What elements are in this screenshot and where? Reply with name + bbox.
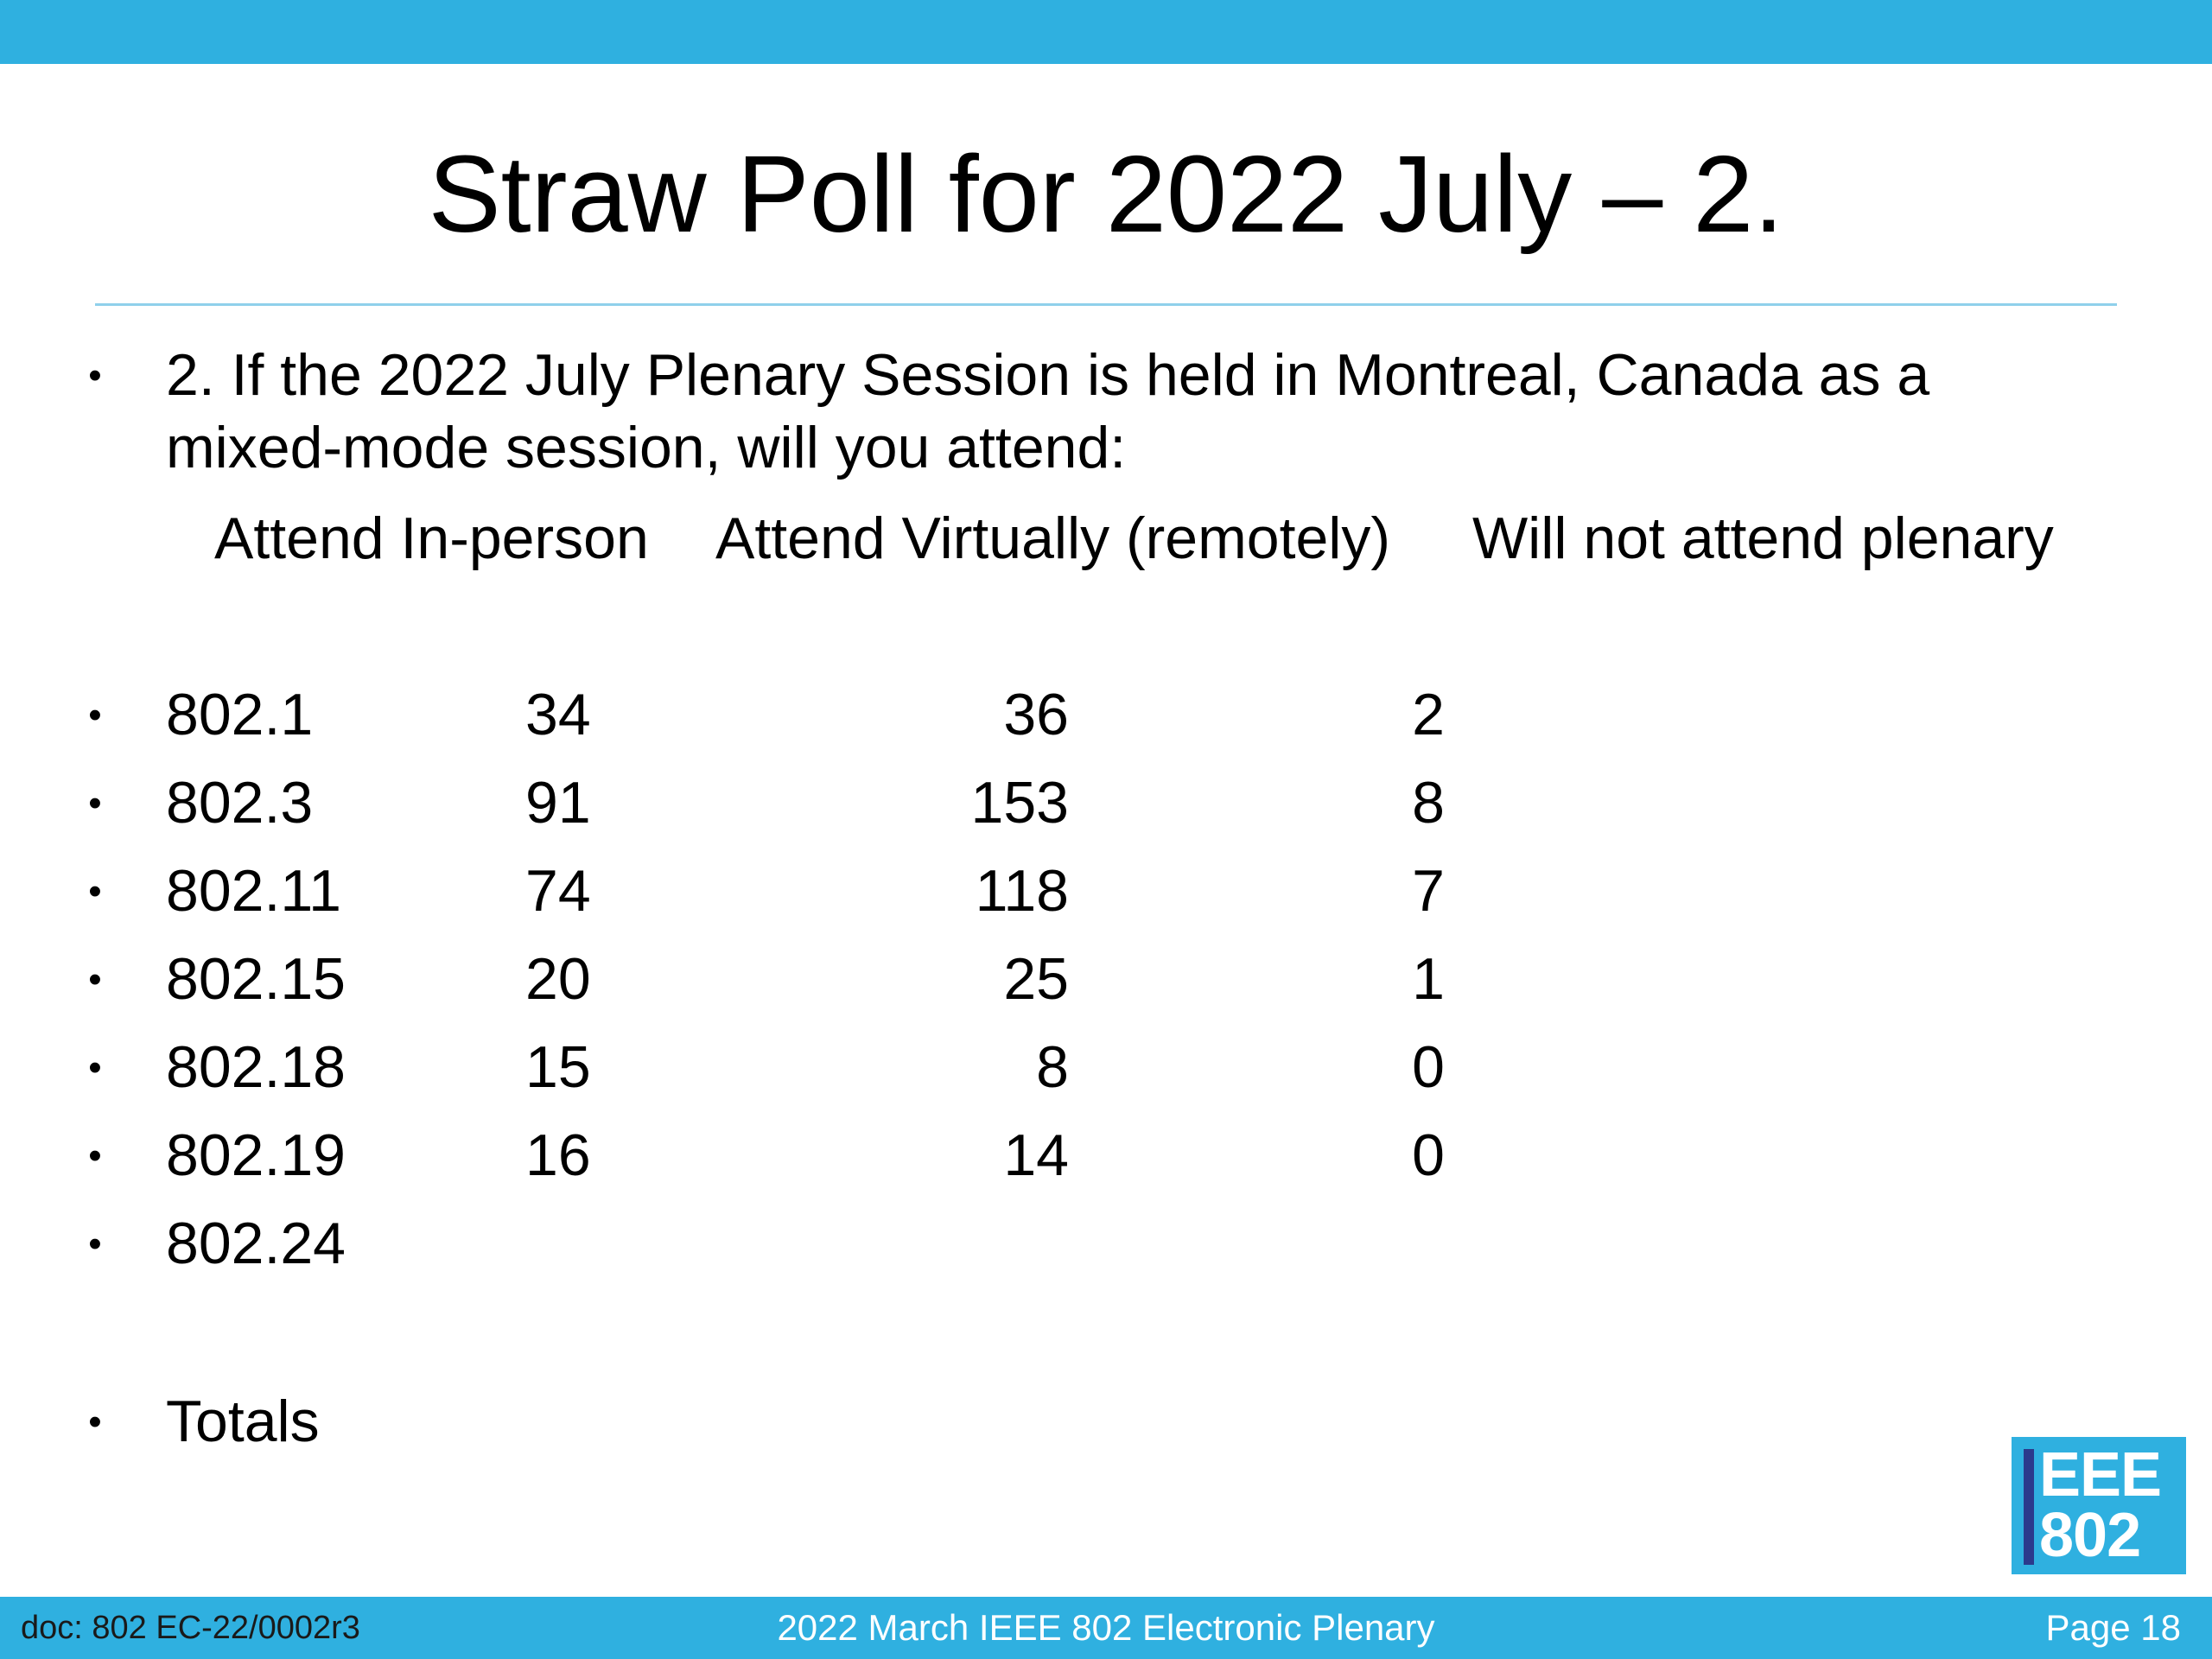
table-row: • 802.24 [0, 1205, 2212, 1282]
table-row: • 802.18 15 8 0 [0, 1028, 2212, 1106]
row-label: 802.11 [166, 858, 341, 924]
totals-label: Totals [166, 1389, 320, 1454]
table-row: • 802.19 16 14 0 [0, 1116, 2212, 1194]
row-not-attend: 8 [1412, 770, 1445, 836]
row-virtual: 8 [1036, 1034, 1069, 1100]
row-in-person: 16 [525, 1122, 591, 1188]
logo-text-line-1: EEE [2039, 1440, 2162, 1510]
row-virtual: 153 [970, 770, 1069, 836]
row-bullet: • [88, 1223, 102, 1265]
footer-doc-id: doc: 802 EC-22/0002r3 [21, 1610, 360, 1646]
row-virtual: 14 [1003, 1122, 1069, 1188]
header-accent-bar [0, 0, 2212, 64]
row-bullet: • [88, 870, 102, 912]
table-row: • 802.3 91 153 8 [0, 764, 2212, 842]
row-not-attend: 0 [1412, 1034, 1445, 1100]
ieee-802-logo: EEE 802 [2012, 1437, 2186, 1574]
title-divider [95, 303, 2117, 306]
footer-page-number: Page 18 [2045, 1607, 2181, 1648]
logo-bar-mark [2024, 1449, 2034, 1565]
row-label: 802.24 [166, 1211, 346, 1276]
question-line-1: 2. If the 2022 July Plenary Session is h… [166, 342, 1930, 408]
row-in-person: 20 [525, 946, 591, 1012]
slide-title: Straw Poll for 2022 July – 2. [428, 133, 1784, 255]
row-label: 802.1 [166, 682, 314, 747]
footer-bar: doc: 802 EC-22/0002r3 2022 March IEEE 80… [0, 1597, 2212, 1659]
table-row: • 802.11 74 118 7 [0, 852, 2212, 930]
row-virtual: 36 [1003, 682, 1069, 747]
row-in-person: 34 [525, 682, 591, 747]
row-bullet: • [88, 782, 102, 824]
row-label: 802.19 [166, 1122, 346, 1188]
row-not-attend: 0 [1412, 1122, 1445, 1188]
table-row: • 802.15 20 25 1 [0, 940, 2212, 1018]
row-bullet: • [88, 694, 102, 736]
row-not-attend: 7 [1412, 858, 1445, 924]
row-label: 802.18 [166, 1034, 346, 1100]
row-in-person: 15 [525, 1034, 591, 1100]
question-bullet: • [88, 354, 102, 397]
row-not-attend: 1 [1412, 946, 1445, 1012]
row-bullet: • [88, 1401, 102, 1443]
logo-text-line-2: 802 [2039, 1501, 2141, 1570]
row-bullet: • [88, 958, 102, 1001]
column-header-not-attend: Will not attend plenary [1472, 505, 2054, 571]
question-text: 2. If the 2022 July Plenary Session is h… [166, 339, 1929, 484]
row-in-person: 74 [525, 858, 591, 924]
question-line-2: mixed-mode session, will you attend: [166, 415, 1127, 480]
row-bullet: • [88, 1135, 102, 1177]
row-bullet: • [88, 1046, 102, 1089]
table-row: • 802.1 34 36 2 [0, 676, 2212, 753]
row-not-attend: 2 [1412, 682, 1445, 747]
totals-row: • Totals [0, 1382, 2212, 1460]
footer-event-name: 2022 March IEEE 802 Electronic Plenary [777, 1607, 1435, 1648]
column-header-in-person: Attend In-person [214, 505, 649, 571]
column-header-virtual: Attend Virtually (remotely) [715, 505, 1391, 571]
row-in-person: 91 [525, 770, 591, 836]
row-label: 802.15 [166, 946, 346, 1012]
row-label: 802.3 [166, 770, 314, 836]
row-virtual: 118 [975, 858, 1069, 924]
row-virtual: 25 [1003, 946, 1069, 1012]
